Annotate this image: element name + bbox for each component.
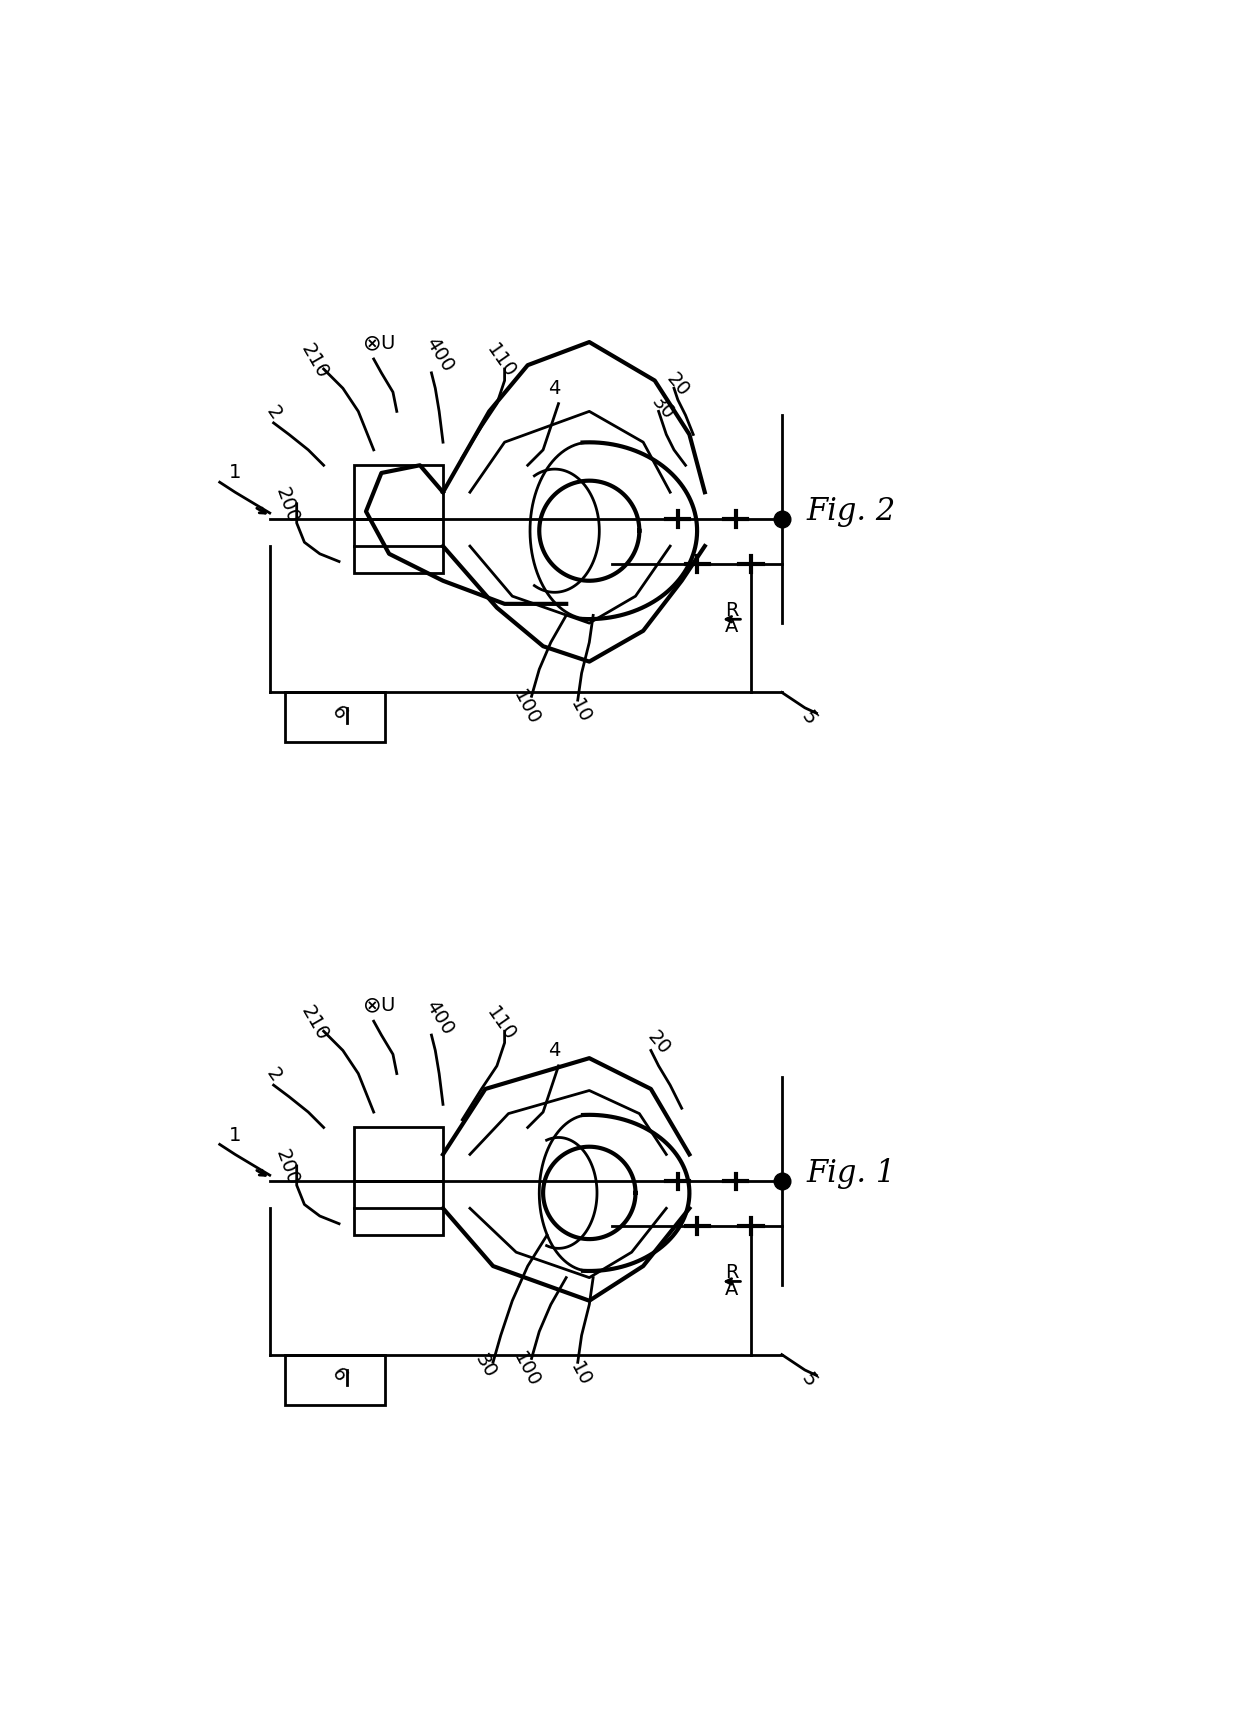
Text: 6: 6 (327, 1365, 351, 1385)
Text: ⊗: ⊗ (363, 995, 382, 1016)
Text: 100: 100 (510, 1349, 543, 1391)
Text: 1: 1 (229, 463, 242, 482)
Text: 110: 110 (482, 340, 520, 381)
Bar (355, 518, 443, 572)
Text: Fig. 2: Fig. 2 (806, 496, 895, 527)
Text: 10: 10 (565, 697, 594, 727)
Text: 200: 200 (273, 486, 303, 525)
Text: 210: 210 (296, 1002, 332, 1044)
Bar (355, 1127, 443, 1181)
Bar (355, 465, 443, 518)
Text: 5: 5 (797, 1370, 820, 1391)
Text: 210: 210 (296, 340, 332, 381)
Text: 100: 100 (510, 687, 543, 728)
Text: R: R (725, 1262, 739, 1281)
Text: 2: 2 (263, 402, 285, 423)
Text: 4: 4 (548, 1040, 560, 1059)
Text: 20: 20 (644, 1027, 673, 1058)
Text: 6: 6 (327, 702, 351, 723)
Text: 20: 20 (662, 369, 693, 401)
Text: 110: 110 (482, 1002, 520, 1044)
Text: 2: 2 (263, 1065, 285, 1085)
Text: 400: 400 (422, 997, 458, 1039)
Text: Fig. 1: Fig. 1 (806, 1158, 895, 1190)
Text: U: U (381, 335, 394, 354)
Bar (355, 1181, 443, 1235)
Text: R: R (725, 600, 739, 619)
Text: ⊗: ⊗ (363, 333, 382, 354)
Bar (285, 692, 386, 742)
Text: 4: 4 (548, 378, 560, 397)
Text: 1: 1 (229, 1125, 242, 1144)
Text: 5: 5 (797, 707, 820, 728)
Text: U: U (381, 997, 394, 1016)
Text: 10: 10 (565, 1358, 594, 1389)
Text: 200: 200 (273, 1146, 303, 1188)
Text: 400: 400 (422, 335, 458, 376)
Text: 30: 30 (647, 392, 677, 423)
Bar (285, 1354, 386, 1405)
Text: A: A (725, 617, 739, 636)
Text: 30: 30 (471, 1351, 500, 1382)
Text: A: A (725, 1280, 739, 1299)
